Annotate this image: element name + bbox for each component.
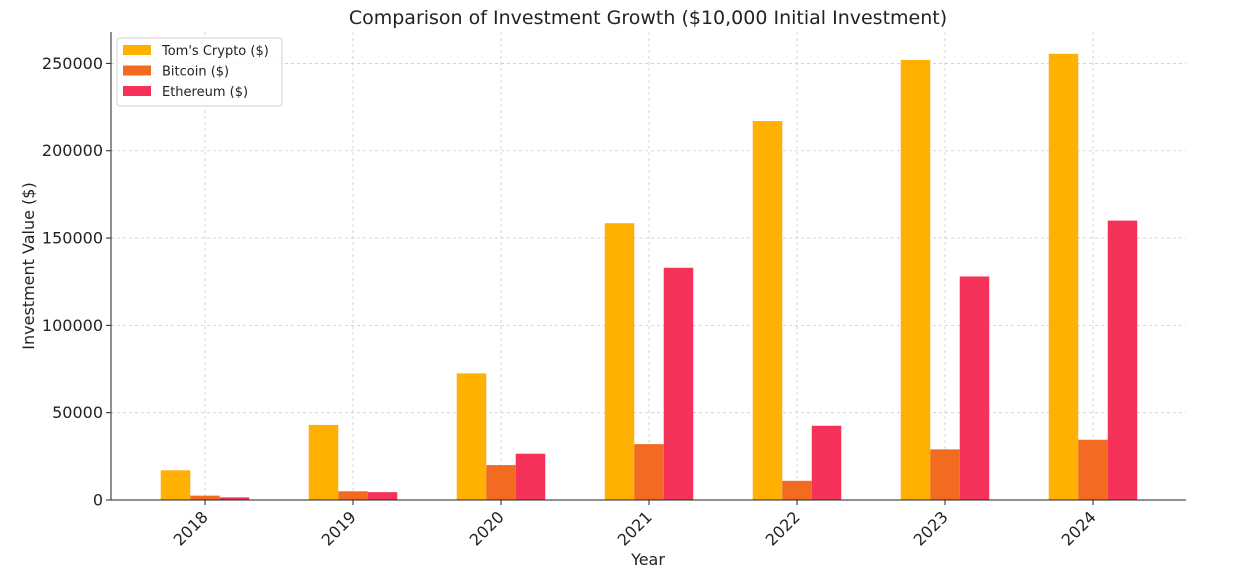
legend-box [116,37,283,107]
bar [219,497,250,500]
bar [1048,53,1079,500]
legend-swatch [123,45,151,55]
bar [160,470,191,500]
legend-swatch [123,86,151,96]
bar [515,453,546,500]
bar [930,449,960,500]
bar [367,492,398,500]
y-axis-label: Investment Value ($) [19,182,38,349]
x-tick-label: 2020 [466,507,508,549]
bar [456,373,487,500]
x-tick-label: 2023 [910,507,952,549]
x-tick-label: 2019 [318,507,360,549]
legend-swatch [123,65,151,76]
legend: Tom's Crypto ($) Bitcoin ($) Ethereum ($) [116,37,283,107]
x-tick-label: 2024 [1058,507,1100,549]
bar [338,491,368,500]
bar [604,223,635,500]
bar [190,495,220,500]
x-tick-label: 2018 [170,507,212,549]
chart-title: Comparison of Investment Growth ($10,000… [349,7,947,29]
legend-label: Bitcoin ($) [162,65,229,80]
bar [663,267,694,500]
y-tick-label: 150000 [42,229,103,248]
bar [900,59,931,500]
legend-label: Tom's Crypto ($) [161,44,269,59]
x-axis-label: Year [630,550,665,569]
bar [486,465,516,500]
bar [308,424,339,500]
bar [811,425,842,500]
legend-label: Ethereum ($) [162,85,248,100]
x-tick-label: 2021 [614,507,656,549]
bars [160,53,1138,501]
bar [1078,439,1108,500]
y-tick-label: 50000 [52,403,103,422]
bar [634,444,664,500]
y-tick-label: 100000 [42,316,103,335]
bar [1107,220,1138,500]
bar [782,480,812,500]
x-tick-label: 2022 [762,507,804,549]
y-tick-label: 200000 [42,141,103,160]
y-tick-label: 250000 [42,54,103,73]
bar [752,121,783,501]
y-tick-label: 0 [93,491,103,510]
bar [959,276,990,500]
